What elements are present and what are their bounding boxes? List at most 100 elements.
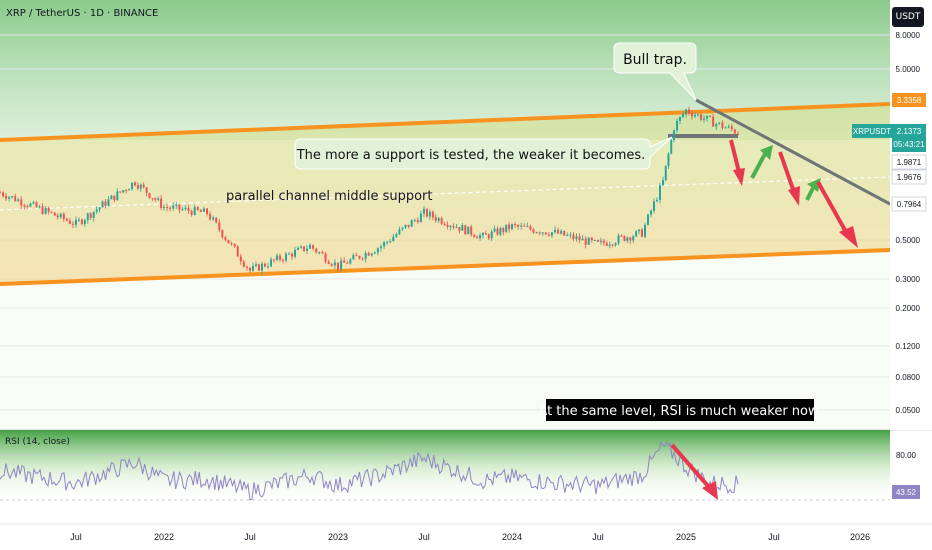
candle-body bbox=[428, 211, 431, 217]
candle-body bbox=[361, 258, 364, 260]
time-tick: Jul bbox=[244, 532, 256, 542]
candle-body bbox=[682, 114, 684, 117]
price-tick: 0.3000 bbox=[896, 275, 921, 284]
candle-body bbox=[330, 264, 333, 266]
symbol-tag-text: XRPUSDT bbox=[853, 127, 891, 136]
candle-body bbox=[395, 234, 398, 237]
candle-body bbox=[644, 224, 646, 237]
candle-body bbox=[142, 184, 145, 188]
time-tick: 2024 bbox=[502, 532, 522, 542]
candle-body bbox=[236, 246, 239, 257]
candle-body bbox=[355, 255, 358, 257]
candle-body bbox=[425, 208, 428, 217]
candle-body bbox=[602, 240, 605, 244]
candle-body bbox=[376, 248, 379, 253]
candle-body bbox=[572, 234, 575, 240]
candle-body bbox=[434, 217, 437, 221]
candle-body bbox=[431, 211, 434, 218]
candle-body bbox=[575, 236, 578, 240]
candle-body bbox=[178, 204, 181, 210]
candle-body bbox=[493, 228, 496, 232]
candle-body bbox=[364, 252, 367, 259]
candle-body bbox=[709, 115, 711, 117]
candle-body bbox=[511, 224, 513, 230]
candle-body bbox=[324, 253, 327, 262]
time-tick: Jul bbox=[768, 532, 780, 542]
candle-body bbox=[659, 185, 661, 200]
candle-body bbox=[264, 263, 266, 267]
candle-body bbox=[151, 198, 154, 200]
time-tick: 2022 bbox=[154, 532, 174, 542]
candle-body bbox=[650, 210, 652, 215]
candle-body bbox=[461, 225, 464, 231]
candle-body bbox=[547, 234, 550, 236]
candle-body bbox=[0, 192, 1, 194]
candle-body bbox=[514, 224, 517, 226]
candle-body bbox=[423, 208, 425, 214]
candle-body bbox=[131, 182, 134, 190]
arrow-down-3 bbox=[816, 181, 858, 248]
candle-body bbox=[452, 226, 455, 228]
rsi-value-text: 43.52 bbox=[896, 488, 917, 497]
candle-body bbox=[50, 211, 53, 213]
candle-body bbox=[386, 241, 389, 243]
candle-body bbox=[169, 207, 172, 209]
price-tick: 0.1200 bbox=[896, 342, 921, 351]
rsi-line bbox=[0, 440, 739, 501]
candle-body bbox=[398, 229, 401, 235]
candle-body bbox=[139, 184, 142, 189]
candle-body bbox=[224, 237, 227, 240]
level-tag-c-text: 0.7964 bbox=[897, 200, 922, 209]
candle-body bbox=[620, 235, 623, 237]
candle-body bbox=[578, 236, 581, 241]
candle-body bbox=[23, 205, 26, 207]
candle-body bbox=[267, 266, 269, 268]
rsi-scale[interactable]: 80.00 43.52 bbox=[890, 431, 932, 524]
candle-body bbox=[80, 219, 83, 225]
rsi-note-box: At the same level, RSI is much weaker no… bbox=[538, 399, 822, 421]
candle-body bbox=[252, 265, 254, 271]
candle-body bbox=[554, 229, 556, 233]
candle-body bbox=[569, 234, 572, 236]
candle-body bbox=[502, 228, 505, 232]
support-callout-text: The more a support is tested, the weaker… bbox=[296, 148, 646, 163]
candle-body bbox=[727, 126, 730, 128]
candle-body bbox=[202, 208, 205, 212]
time-axis[interactable]: Jul 2022 Jul 2023 Jul 2024 Jul 2025 Jul … bbox=[0, 523, 932, 542]
candle-body bbox=[419, 213, 422, 223]
candle-body bbox=[199, 210, 202, 212]
candle-body bbox=[53, 212, 56, 216]
candle-body bbox=[712, 116, 715, 127]
candle-body bbox=[62, 213, 65, 219]
unit-badge[interactable]: USDT bbox=[892, 7, 924, 27]
price-tick: 8.0000 bbox=[896, 31, 921, 40]
candle-body bbox=[20, 199, 23, 206]
candle-body bbox=[614, 243, 617, 246]
candle-body bbox=[175, 204, 178, 206]
candle-body bbox=[11, 196, 14, 198]
candle-body bbox=[242, 261, 245, 267]
candle-body bbox=[206, 208, 208, 214]
candle-body bbox=[581, 238, 584, 241]
candle-body bbox=[26, 205, 29, 207]
candle-body bbox=[632, 236, 635, 241]
candle-body bbox=[605, 243, 608, 246]
candle-body bbox=[407, 224, 410, 227]
candle-body bbox=[700, 114, 702, 120]
candle-body bbox=[623, 235, 626, 241]
trend-line bbox=[695, 98, 891, 206]
arrow-down-1 bbox=[729, 139, 745, 186]
arrow-down-2 bbox=[778, 151, 800, 206]
candle-body bbox=[172, 205, 175, 209]
price-scale[interactable]: 8.0000 5.0000 0.5000 0.3000 0.2000 0.120… bbox=[852, 0, 932, 430]
level-tag-c bbox=[891, 196, 927, 212]
candle-body bbox=[532, 229, 535, 233]
candle-body bbox=[721, 122, 724, 128]
candle-body bbox=[440, 218, 443, 224]
level-tag-b-text: 1.9676 bbox=[897, 173, 922, 182]
level-tag-high-text: 3.3358 bbox=[897, 96, 922, 105]
arrow-up-2 bbox=[805, 178, 821, 201]
candle-body bbox=[508, 224, 511, 230]
candle-body bbox=[181, 209, 184, 211]
candle-body bbox=[383, 242, 386, 247]
